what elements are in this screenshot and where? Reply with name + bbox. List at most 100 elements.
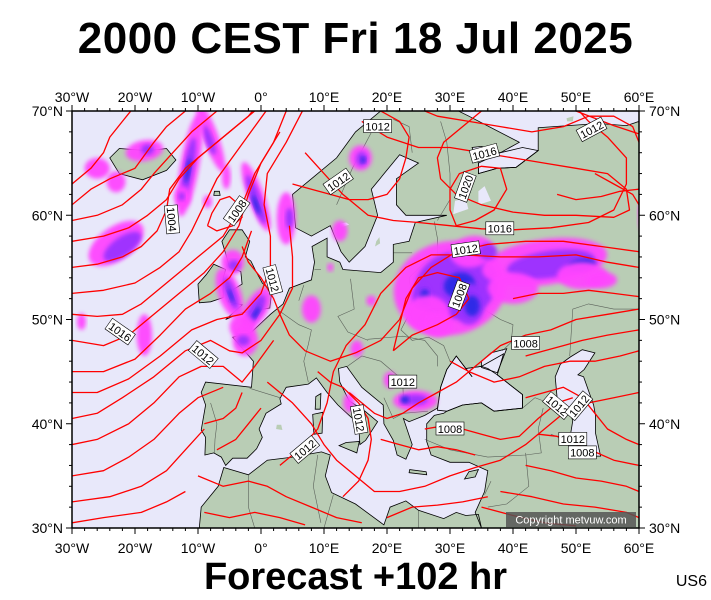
border-line (367, 335, 438, 367)
coast-faroe (213, 190, 221, 196)
isobar-label-box (289, 435, 321, 464)
lon-label-top: 0° (254, 89, 267, 105)
water-lake-ladoga (453, 198, 469, 215)
coast-white-sea (471, 145, 540, 175)
precip-cell (400, 395, 409, 404)
isobar-line (72, 386, 224, 477)
precip-cell (106, 171, 126, 193)
isobar-label-box (349, 404, 369, 435)
precip-cell (302, 295, 321, 323)
isobar-label: 1012 (388, 374, 418, 389)
isobar-line (204, 392, 243, 425)
precip-cell (332, 220, 348, 242)
isobar-label-box (567, 445, 597, 460)
isobar-label-text: 1012 (453, 243, 479, 258)
isobar-line (72, 230, 253, 373)
precip-cell (221, 164, 231, 190)
isobar-line (216, 407, 262, 451)
isobar-label-text: 1012 (350, 407, 366, 433)
isobar-line (72, 111, 304, 394)
copyright-badge: Copyright metvuw.com (506, 512, 636, 527)
lon-label-top: 40°E (498, 89, 529, 105)
isobar-line (292, 111, 410, 201)
lat-label-left: 60°N (32, 207, 63, 223)
lat-label-left: 40°N (32, 416, 63, 432)
precip-cell (464, 295, 480, 317)
water-red-sea-tip (466, 528, 479, 559)
map-title: 2000 CEST Fri 18 Jul 2025 (77, 14, 634, 63)
graticule-ticks (66, 105, 645, 534)
land-faroe (213, 191, 221, 196)
isobar-line (72, 340, 275, 446)
precip-cell (203, 195, 212, 208)
isobar-label: 1012 (349, 404, 369, 435)
isobar-label-box (468, 142, 501, 164)
land-kolguev (566, 116, 574, 122)
border-line (210, 402, 218, 453)
precip-cell (237, 335, 250, 346)
isobar-line (279, 254, 639, 466)
coast-caspian-sea (554, 349, 602, 457)
isobar-label-box (187, 340, 219, 369)
isobar-label: 1008 (511, 336, 540, 350)
isobar-label-box (163, 204, 181, 235)
border-line (298, 285, 305, 301)
lon-label-bottom: 10°W (181, 540, 216, 556)
isobar-label: 1016 (485, 221, 515, 236)
isobar-line (380, 438, 476, 456)
coast-corsica (314, 392, 322, 410)
precip-cell (360, 156, 366, 164)
lon-label-top: 20°E (372, 89, 403, 105)
isobar-label-box (363, 119, 392, 133)
isobar-line (241, 240, 639, 362)
land-corsica (315, 393, 321, 410)
border-line (484, 480, 492, 495)
isobar-line (72, 111, 187, 206)
lat-label-left: 70°N (32, 103, 63, 119)
isobar-label-text: 1008 (570, 448, 594, 460)
precip-cell (84, 157, 110, 179)
copyright-text: Copyright metvuw.com (515, 515, 626, 527)
isobar-label-box (322, 167, 354, 196)
isobar-line (317, 371, 372, 498)
isobar-label: 1008 (567, 445, 597, 460)
isobar-line (525, 329, 639, 357)
precip-cell (77, 313, 86, 330)
precip-cell (285, 208, 294, 229)
isobar-line (594, 173, 639, 206)
land-balearic (276, 424, 283, 430)
lon-label-bottom: 20°W (118, 540, 153, 556)
water-sea-of-azov (481, 348, 507, 373)
lon-label-bottom: 10°E (309, 540, 340, 556)
isobar-label-text: 1012 (365, 121, 389, 133)
land-crete (409, 469, 427, 475)
isobar-line (573, 111, 639, 135)
lon-label-top: 10°E (309, 89, 340, 105)
lon-label-bottom: 30°W (55, 540, 90, 556)
isobar-line (72, 111, 267, 295)
lat-label-left: 30°N (32, 520, 63, 536)
border-line (393, 119, 413, 153)
isobar-label-box (558, 432, 588, 446)
precip-cell (202, 125, 216, 155)
border-line (437, 121, 451, 221)
isobar-label-text: 1008 (438, 424, 462, 436)
isobar-line (204, 511, 306, 526)
isobar-line (449, 165, 508, 227)
isobar-line (423, 111, 639, 143)
coast-africa (153, 451, 482, 528)
isobar-line (72, 111, 132, 185)
border-line (249, 388, 280, 398)
model-code: US6 (675, 573, 707, 590)
lon-label-bottom: 30°E (435, 540, 466, 556)
isobar-label: 1008 (435, 421, 465, 436)
isobar-label-box (388, 374, 418, 389)
isobar-layer (72, 111, 639, 527)
lat-label-left: 50°N (32, 312, 63, 328)
lon-label-bottom: 60°E (624, 540, 655, 556)
isobar-line (512, 289, 639, 300)
isobar-label-text: 1008 (513, 338, 537, 350)
